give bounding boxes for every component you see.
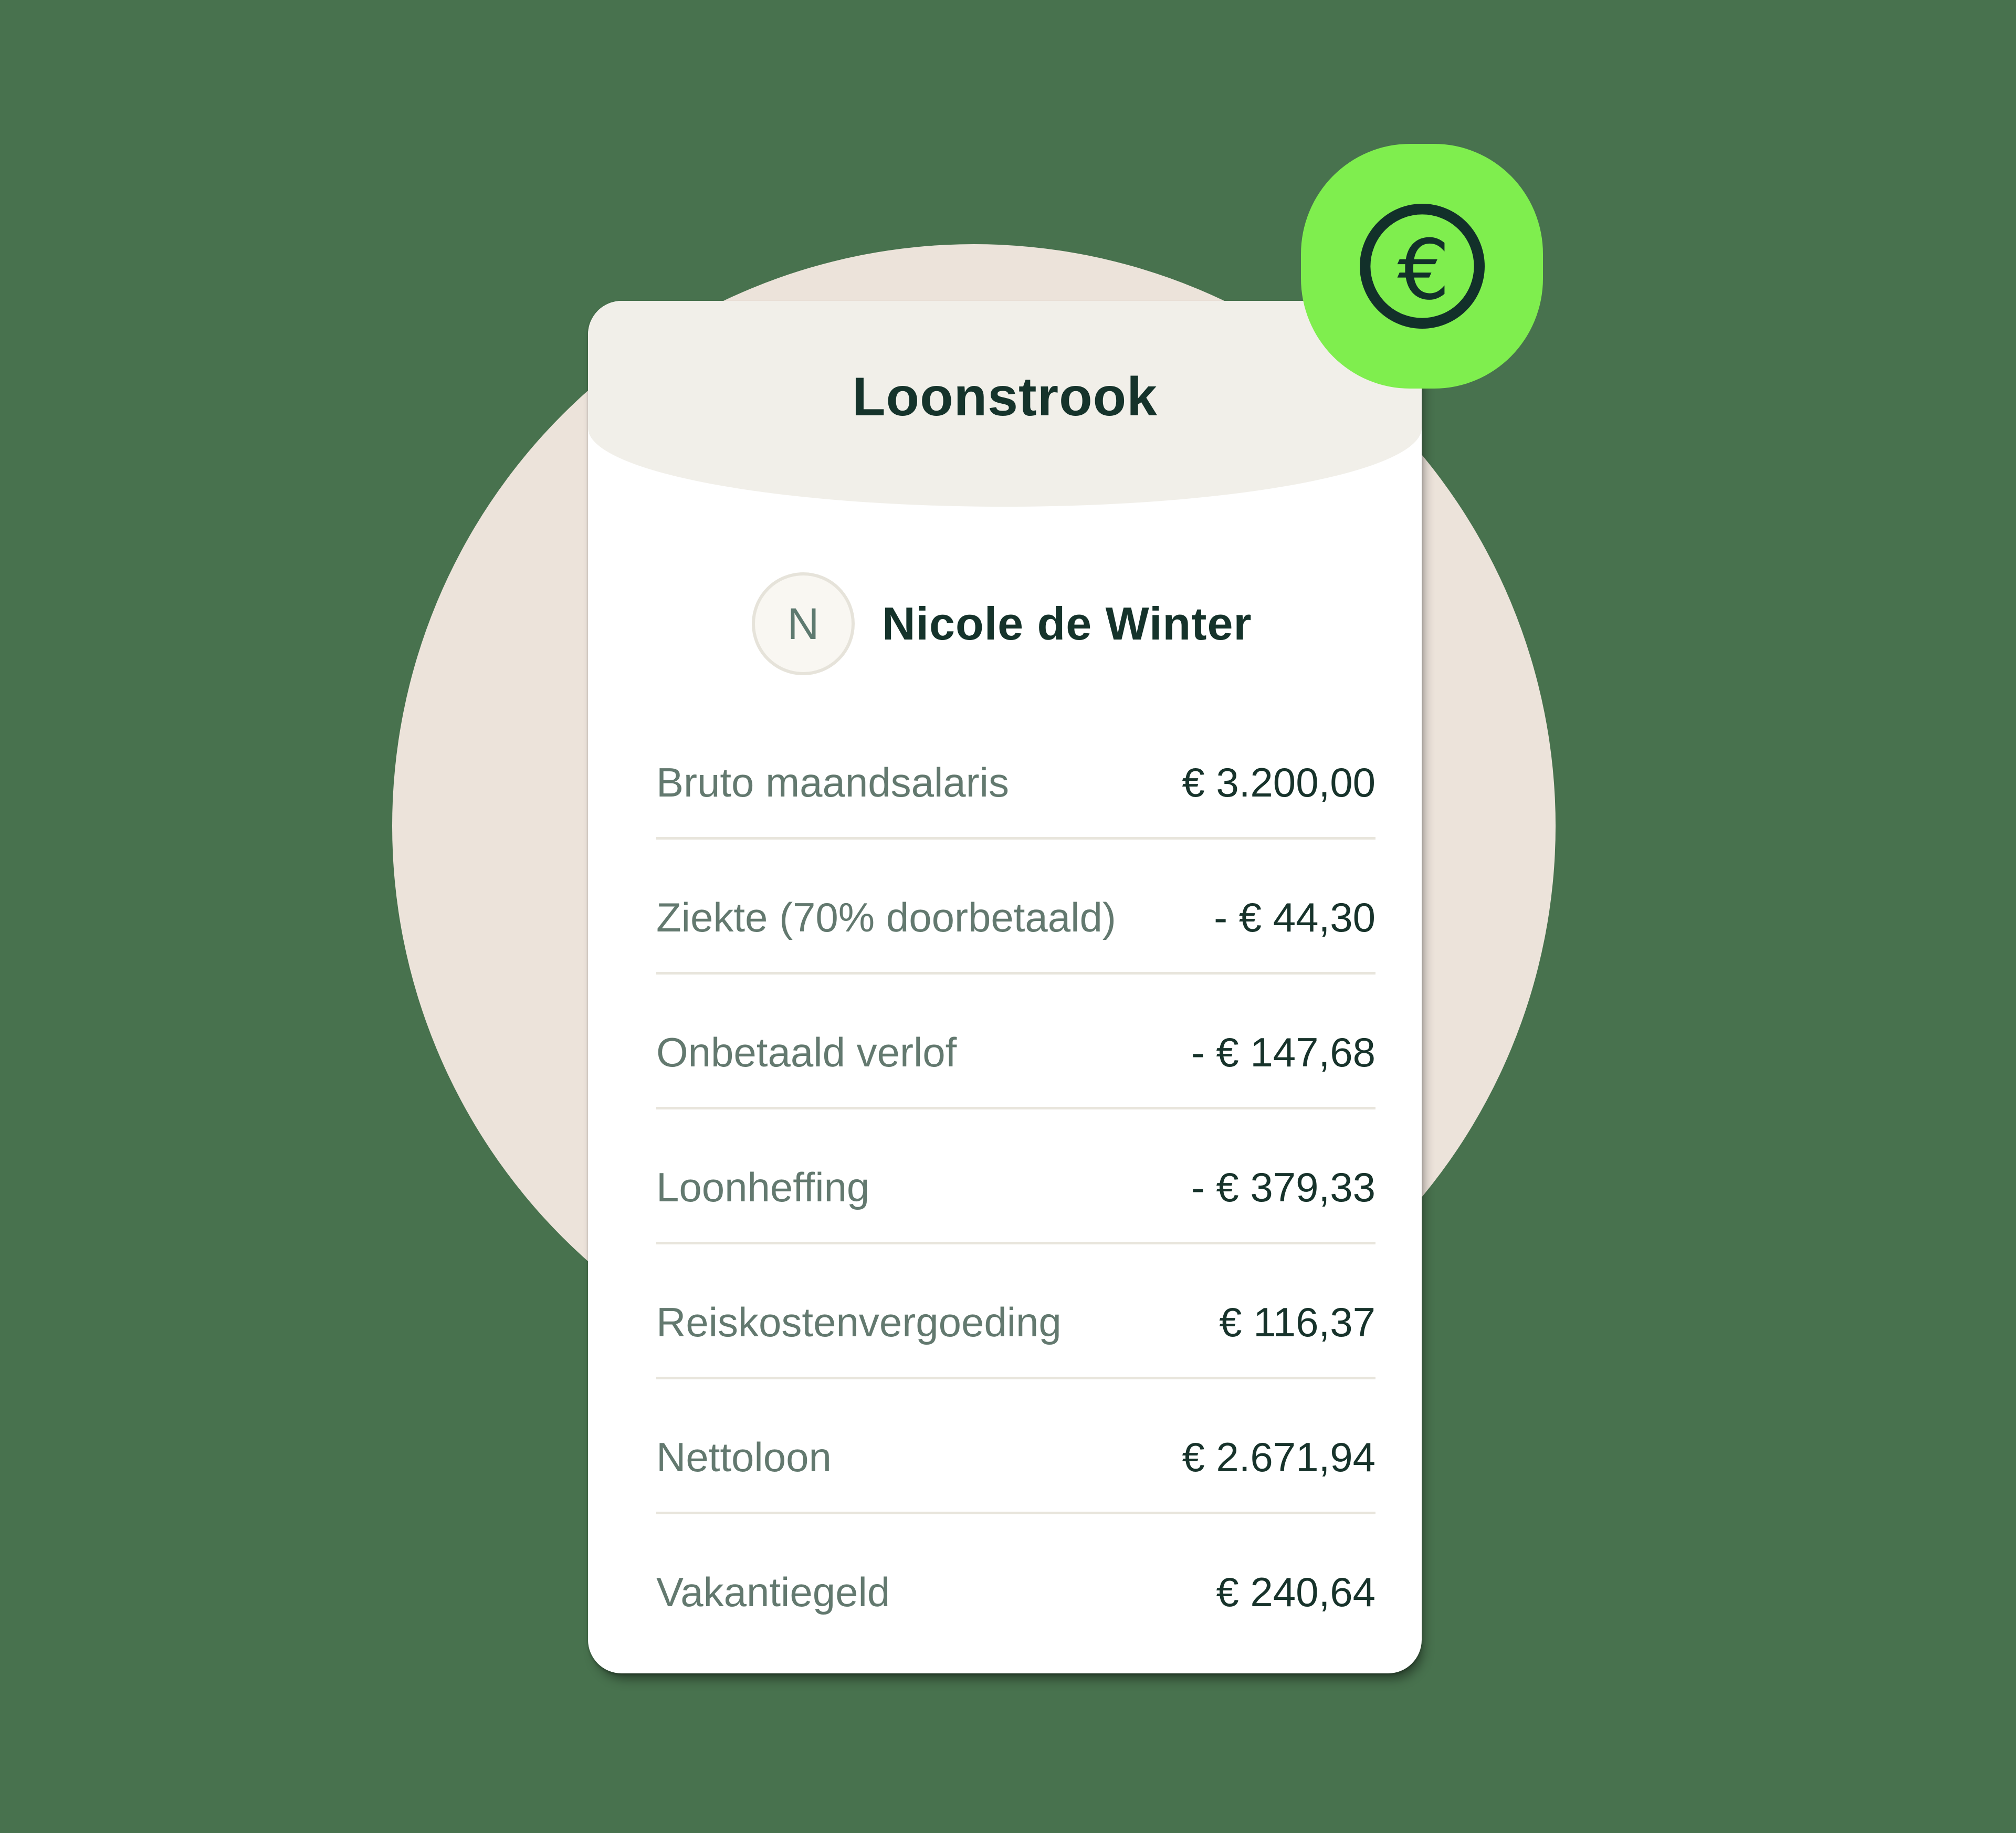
euro-coin-icon: € [1359, 204, 1485, 329]
row-value: € 3.200,00 [1182, 759, 1376, 805]
row-value: € 116,37 [1219, 1298, 1376, 1345]
payslip-row-bruto-maandsalaris: Bruto maandsalaris € 3.200,00 [656, 753, 1376, 811]
row-label: Bruto maandsalaris [656, 759, 1009, 805]
row-value: € 2.671,94 [1182, 1433, 1376, 1480]
euro-badge: € [1301, 144, 1543, 389]
payslip-title: Loonstrook [852, 366, 1158, 427]
row-value: - € 44,30 [1214, 894, 1376, 940]
row-divider [656, 972, 1376, 975]
payslip-row-loonheffing: Loonheffing - € 379,33 [656, 1158, 1376, 1216]
row-label: Vakantiegeld [656, 1568, 890, 1615]
row-divider [656, 837, 1376, 840]
payslip-row-vakantiegeld: Vakantiegeld € 240,64 [656, 1563, 1376, 1621]
row-divider [656, 1377, 1376, 1379]
row-label: Ziekte (70% doorbetaald) [656, 894, 1116, 940]
row-divider [656, 1107, 1376, 1109]
row-value: € 240,64 [1216, 1568, 1376, 1615]
row-divider [656, 1512, 1376, 1514]
row-value: - € 147,68 [1191, 1029, 1376, 1075]
payslip-row-nettoloon: Nettoloon € 2.671,94 [656, 1428, 1376, 1486]
row-label: Reiskostenvergoeding [656, 1298, 1062, 1345]
payslip-row-onbetaald-verlof: Onbetaald verlof - € 147,68 [656, 1023, 1376, 1081]
employee-name: Nicole de Winter [882, 598, 1252, 650]
row-divider [656, 1242, 1376, 1244]
payslip-card-header: Loonstrook [588, 301, 1422, 507]
row-value: - € 379,33 [1191, 1164, 1376, 1210]
svg-text:€: € [1397, 223, 1450, 319]
payslip-row-reiskostenvergoeding: Reiskostenvergoeding € 116,37 [656, 1293, 1376, 1351]
avatar: N [752, 572, 855, 675]
payslip-row-ziekte: Ziekte (70% doorbetaald) - € 44,30 [656, 888, 1376, 946]
row-label: Loonheffing [656, 1164, 870, 1210]
row-label: Onbetaald verlof [656, 1029, 957, 1075]
row-label: Nettoloon [656, 1433, 832, 1480]
payslip-card: Loonstrook N Nicole de Winter Bruto maan… [588, 301, 1422, 1673]
employee-row: N Nicole de Winter [752, 572, 1329, 675]
